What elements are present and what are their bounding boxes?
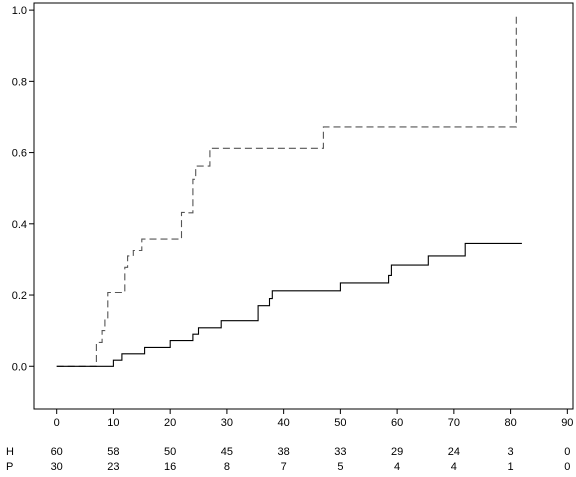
risk-table-cell: 33	[334, 446, 346, 458]
risk-table-cell: 3	[508, 446, 514, 458]
risk-table-cell: 16	[164, 461, 176, 473]
risk-table-cell: 7	[281, 461, 287, 473]
risk-table-cell: 8	[224, 461, 230, 473]
x-tick-label: 20	[164, 417, 176, 429]
y-tick-label: 0.6	[12, 148, 27, 160]
risk-table-cell: 5	[337, 461, 343, 473]
risk-table: H 60 58 50 45 38 33 29 24 3 0P 30 23 16 8 7 5 4 4 1 0	[6, 446, 570, 473]
x-tick-label: 90	[561, 417, 573, 429]
risk-table-cell: 50	[164, 446, 176, 458]
y-tick-label: 0.0	[12, 361, 27, 373]
x-tick-label: 60	[391, 417, 403, 429]
risk-table-cell: 24	[448, 446, 460, 458]
x-axis: 0 10 20 30 40 50 60 70 80 90	[54, 409, 573, 429]
x-tick-label: 80	[504, 417, 516, 429]
y-tick-label: 1.0	[12, 5, 27, 17]
risk-table-cell: 0	[564, 461, 570, 473]
solid-series-line	[56, 242, 522, 367]
risk-table-cell: 45	[221, 446, 233, 458]
risk-row-label: P	[6, 461, 13, 473]
risk-table-cell: 23	[107, 461, 119, 473]
plot-frame	[33, 2, 574, 410]
series-layer	[56, 13, 522, 367]
risk-table-cell: 30	[51, 461, 63, 473]
dashed-series-line	[56, 13, 517, 367]
risk-table-cell: 60	[51, 446, 63, 458]
y-tick-label: 0.4	[12, 219, 27, 231]
y-tick-label: 0.2	[12, 290, 27, 302]
x-tick-label: 30	[221, 417, 233, 429]
risk-table-cell: 58	[107, 446, 119, 458]
risk-table-cell: 4	[394, 461, 400, 473]
risk-table-cell: 29	[391, 446, 403, 458]
risk-table-cell: 38	[278, 446, 290, 458]
y-tick-label: 0.8	[12, 76, 27, 88]
risk-table-cell: 4	[451, 461, 457, 473]
x-tick-label: 0	[54, 417, 60, 429]
x-tick-label: 70	[448, 417, 460, 429]
x-tick-label: 40	[278, 417, 290, 429]
x-tick-label: 10	[107, 417, 119, 429]
risk-table-cell: 1	[508, 461, 514, 473]
risk-row-label: H	[6, 446, 14, 458]
y-axis: 0.0 0.2 0.4 0.6 0.8 1.0	[12, 5, 34, 373]
risk-table-cell: 0	[564, 446, 570, 458]
x-tick-label: 50	[334, 417, 346, 429]
